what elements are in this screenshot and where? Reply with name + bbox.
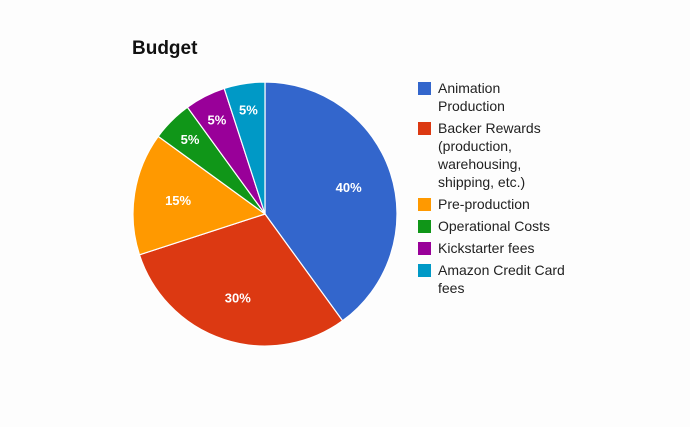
legend-item-0: Animation Production — [418, 79, 678, 115]
pie-slice-1 — [138, 213, 344, 347]
pie-slice-2 — [132, 135, 267, 256]
pie-slice-0 — [264, 81, 398, 322]
legend-item-4: Kickstarter fees — [418, 239, 678, 257]
legend-swatch-2 — [418, 198, 431, 211]
pie-slices — [132, 81, 398, 347]
pie-slice-label-2: 15% — [165, 193, 191, 208]
legend-label-2: Pre-production — [438, 196, 530, 212]
legend-swatch-3 — [418, 220, 431, 233]
legend-label-5: Amazon Credit Card fees — [438, 262, 565, 296]
legend-item-2: Pre-production — [418, 195, 678, 213]
legend-swatch-5 — [418, 264, 431, 277]
pie-slice-label-5: 5% — [239, 102, 258, 117]
legend-swatch-1 — [418, 122, 431, 135]
pie-slice-label-0: 40% — [336, 180, 362, 195]
pie-slice-label-4: 5% — [207, 113, 226, 128]
legend-label-0: Animation Production — [438, 80, 505, 114]
chart-legend: Animation Production Backer Rewards (prod… — [418, 79, 678, 301]
legend-label-1: Backer Rewards (production, warehousing,… — [438, 120, 541, 190]
pie-slice-labels: 40% 30% 15% 5% 5% 5% — [165, 102, 362, 305]
legend-swatch-4 — [418, 242, 431, 255]
legend-item-1: Backer Rewards (production, warehousing,… — [418, 119, 678, 191]
pie-slice-label-3: 5% — [181, 132, 200, 147]
legend-swatch-0 — [418, 82, 431, 95]
pie-slice-label-1: 30% — [225, 291, 251, 306]
chart-title: Budget — [132, 38, 198, 59]
legend-item-5: Amazon Credit Card fees — [418, 261, 678, 297]
legend-label-4: Kickstarter fees — [438, 240, 535, 256]
legend-item-3: Operational Costs — [418, 217, 678, 235]
legend-label-3: Operational Costs — [438, 218, 551, 234]
pie-slice-5 — [223, 81, 266, 215]
